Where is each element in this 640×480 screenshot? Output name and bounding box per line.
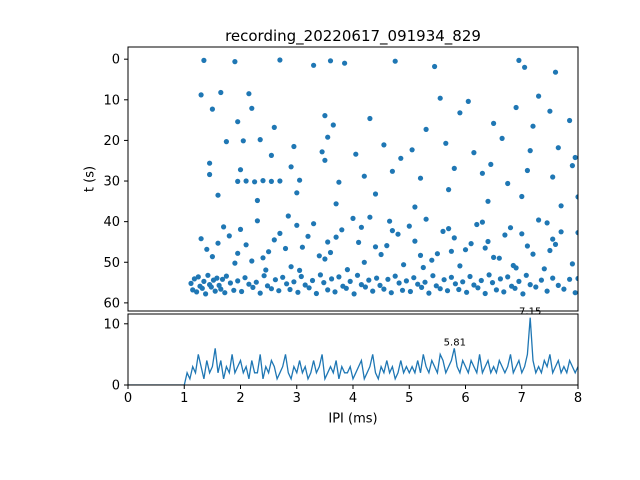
x-tick-label: 7 <box>518 391 526 406</box>
peak-annotation: 7.15 <box>519 307 541 318</box>
x-tick-label: 2 <box>236 391 244 406</box>
y-tick-label: 30 <box>103 175 120 190</box>
histogram-line <box>128 317 578 385</box>
x-tick-label: 3 <box>293 391 301 406</box>
x-tick-label: 5 <box>405 391 413 406</box>
y-tick-label: 60 <box>103 296 120 311</box>
y-tick-label: 20 <box>103 134 120 149</box>
peak-annotation: 5.81 <box>444 337 466 348</box>
y-tick-label: 50 <box>103 256 120 271</box>
y-tick-label: 0 <box>112 53 120 68</box>
y-tick-label: 10 <box>103 317 120 332</box>
chart-title: recording_20220617_091934_829 <box>225 27 481 45</box>
x-tick-label: 0 <box>124 391 132 406</box>
y-tick-label: 10 <box>103 93 120 108</box>
scatter-points <box>188 57 578 297</box>
y-tick-label: 0 <box>112 379 120 394</box>
x-tick-label: 6 <box>461 391 469 406</box>
top-axes-frame <box>127 46 579 312</box>
x-tick-label: 8 <box>574 391 582 406</box>
x-tick-label: 4 <box>349 391 357 406</box>
x-axis-label: IPI (ms) <box>328 411 378 427</box>
y-tick-label: 40 <box>103 215 120 230</box>
x-tick-label: 1 <box>180 391 188 406</box>
